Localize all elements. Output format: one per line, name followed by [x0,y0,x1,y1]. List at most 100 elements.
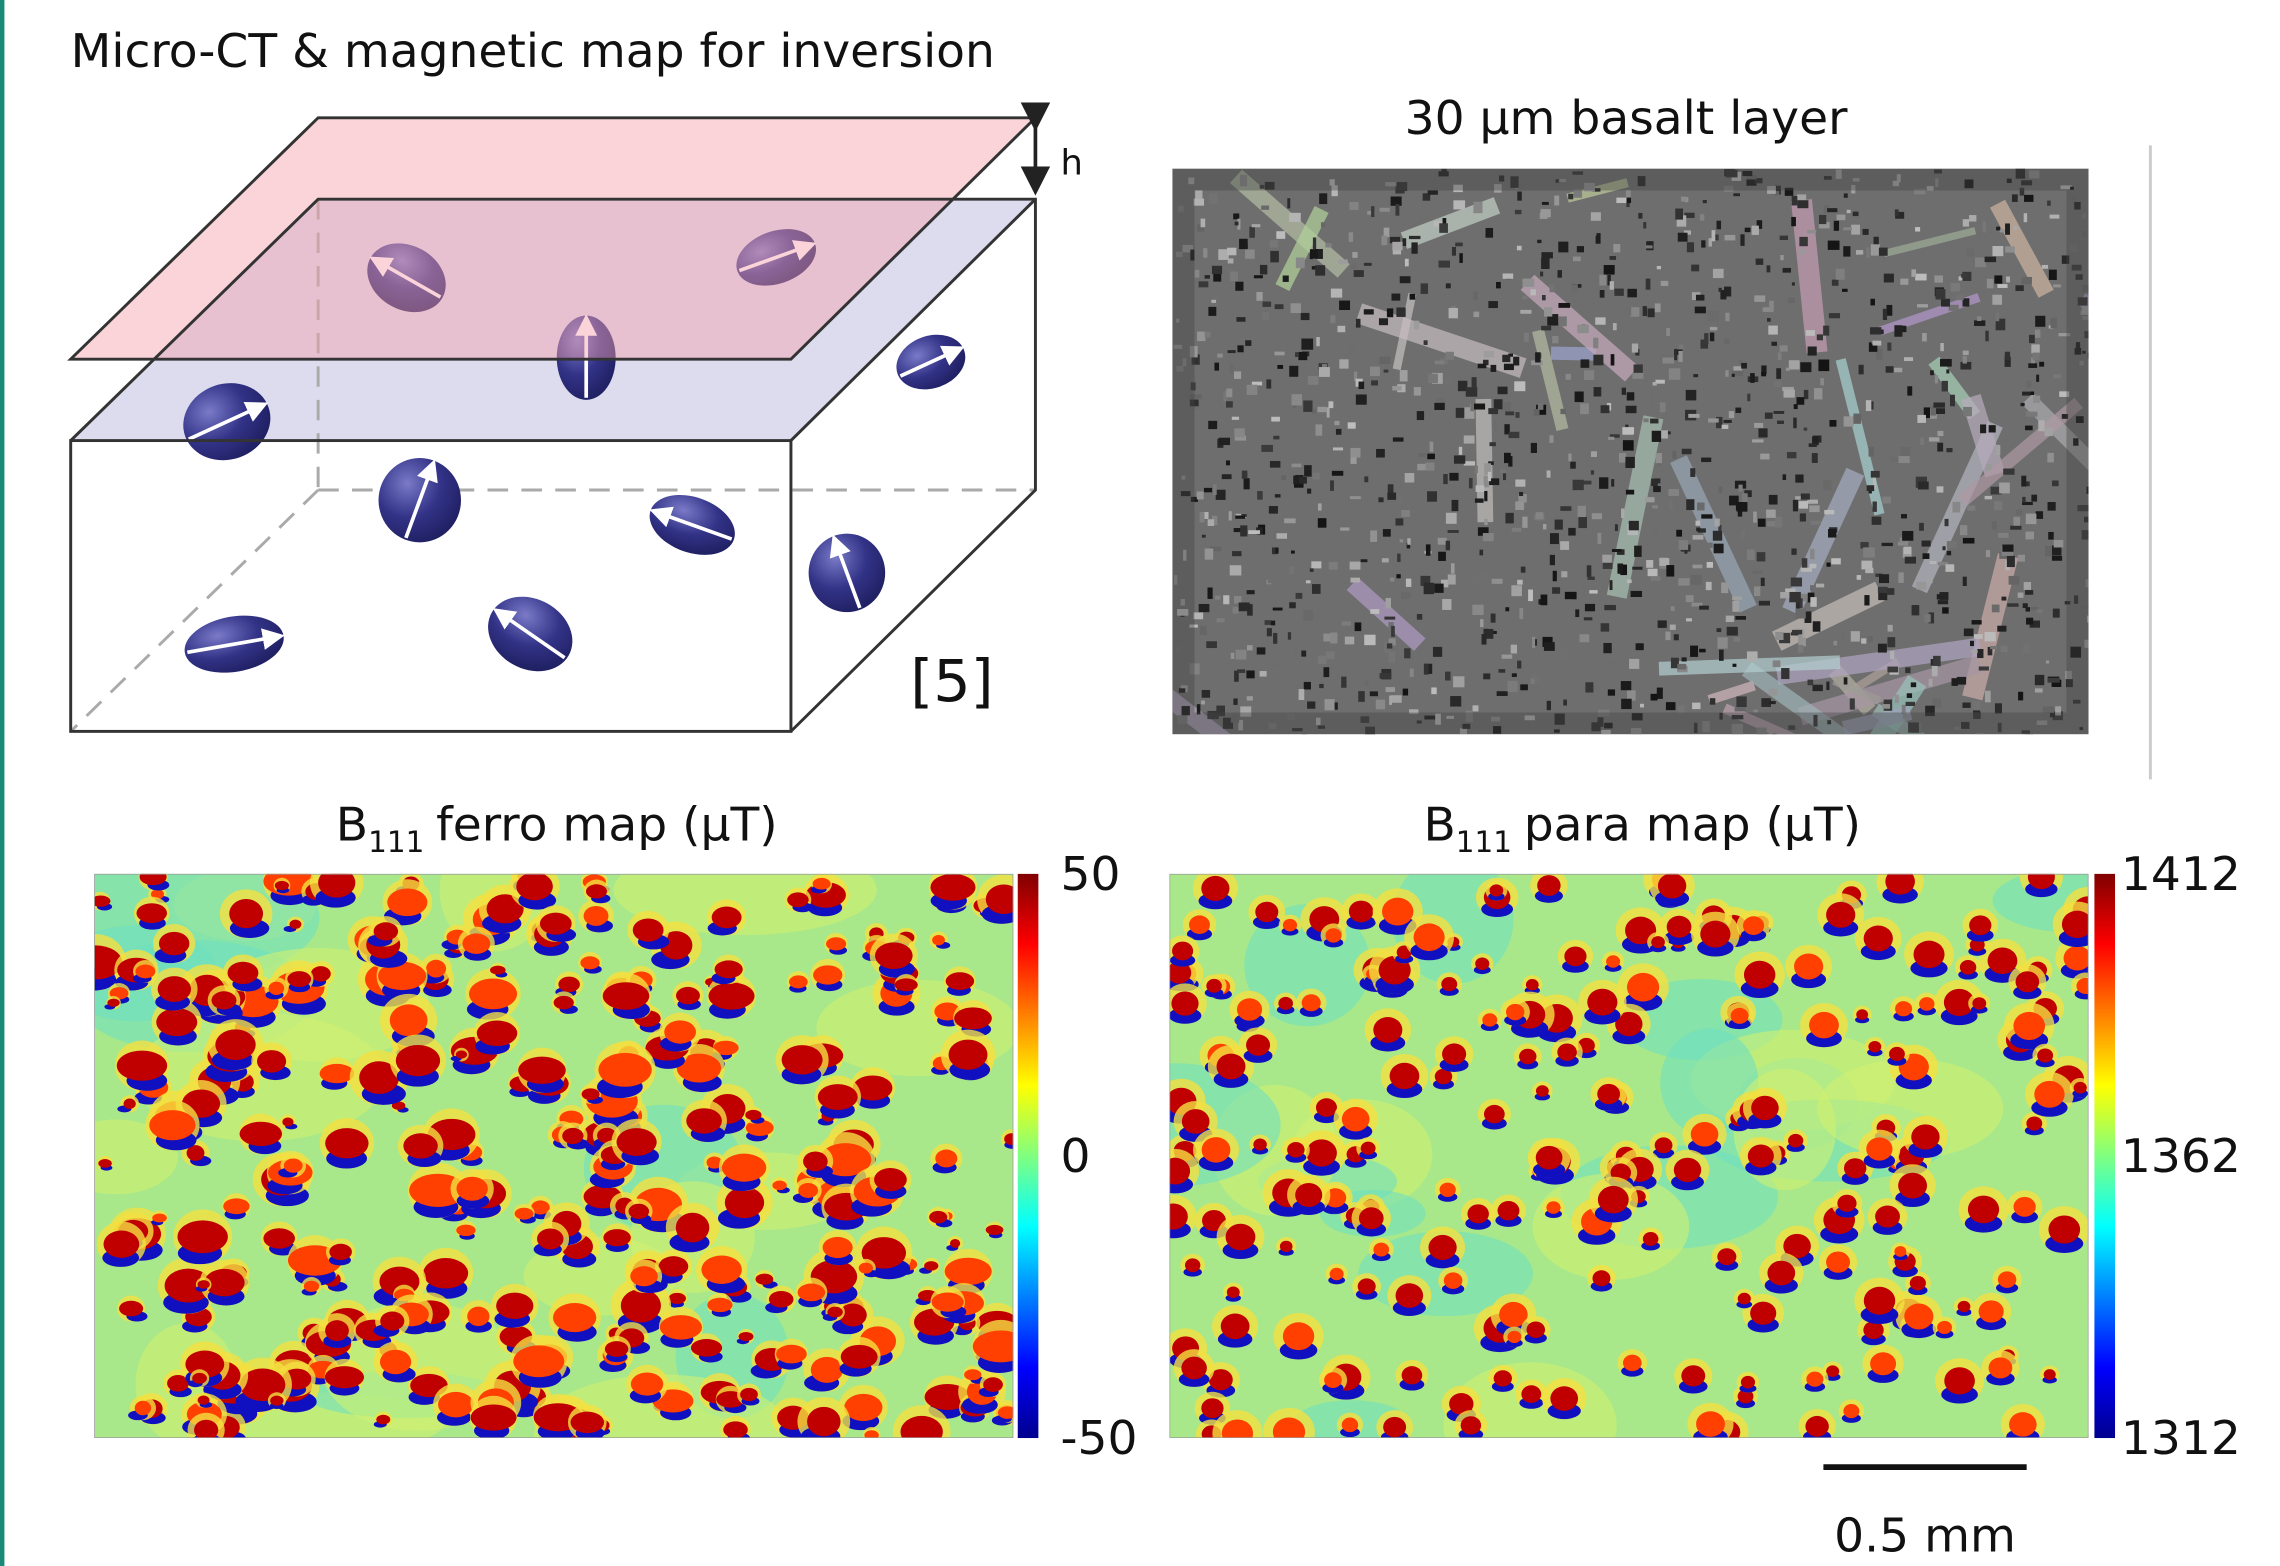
grain [1335,428,1342,435]
dipole-positive [186,1145,205,1161]
grain [1668,489,1680,496]
grain [1708,238,1712,247]
grain [1887,624,1893,632]
grain [1678,350,1683,362]
grain [1591,188,1601,192]
grain [1799,249,1807,255]
dipole-positive [156,1008,198,1037]
grain [1447,530,1459,533]
grain [1767,185,1776,194]
grain [2035,511,2044,519]
grain [2020,402,2025,407]
grain [1489,442,1496,447]
grain [1793,417,1797,429]
colorbar-tick-label: 50 [1060,848,1120,902]
dipole-positive [745,1109,762,1121]
dipole-positive [1696,1411,1725,1437]
grain [1264,181,1275,190]
grain [1646,560,1654,568]
dipole-positive [319,1063,355,1084]
dipole-positive [932,934,945,946]
grain [1692,564,1703,569]
grain [1595,233,1601,244]
grain [1796,194,1807,206]
dipole-positive [98,1159,112,1168]
grain [1473,311,1480,318]
grain [2070,646,2082,658]
grain [2051,555,2063,561]
grain [1211,299,1217,303]
dipole-positive [1597,1185,1629,1214]
dipole-positive [1189,915,1210,934]
grain [1416,614,1423,620]
grain [1803,389,1809,400]
grain [1917,414,1926,423]
grain [1317,503,1322,511]
height-label: h [1060,143,1082,184]
grain [1401,510,1410,517]
grain [1325,651,1335,660]
grain [1621,698,1632,710]
grain [1445,671,1451,681]
grain [1386,643,1393,649]
grain [1319,683,1324,689]
grain [1208,306,1217,316]
grain [1877,586,1888,593]
grain [1438,551,1446,561]
dipole-positive [1505,1003,1525,1021]
grain [1977,316,1982,321]
grain [1631,713,1643,721]
dipole-positive [462,933,491,954]
grain [1897,541,1909,546]
grain [1942,546,1946,551]
moment-arrow [829,534,862,609]
grain [1804,611,1812,623]
grain [1530,442,1537,453]
grain [1726,169,1738,178]
dipole-positive [139,873,167,886]
grain [1677,232,1688,242]
dipole-positive [894,978,918,992]
grain [1829,420,1837,427]
grain [1795,608,1806,619]
dipole-positive [325,1128,369,1159]
dipole-positive [514,1207,534,1220]
grain [1937,561,1949,566]
grain [1971,587,1981,593]
crystal [1550,346,1596,361]
grain [1424,715,1436,720]
crystal [1707,680,1756,705]
grain [1177,205,1184,212]
grain [1235,515,1246,519]
grain [1818,222,1830,229]
crystal [1741,661,1909,735]
dipole-positive [1843,1158,1867,1179]
grain [1870,401,1874,410]
grain [1621,508,1625,518]
grain [1214,362,1220,371]
grain [1908,722,1919,733]
grain [1473,201,1483,214]
grain [2061,414,2069,419]
grain [1950,282,1961,292]
grain [1379,207,1390,212]
dipole-positive [164,1268,212,1303]
grain [1234,371,1242,379]
grain [1876,348,1883,360]
grain [1575,609,1580,618]
grain [1814,388,1823,400]
grain [1234,670,1239,682]
grain [1862,228,1869,235]
grain [1606,660,1614,664]
dipole-positive [664,1020,696,1044]
dipole-positive [456,1224,476,1236]
grain [1831,558,1841,565]
grain [1473,291,1479,301]
dipole-positive [158,931,190,956]
grain [2042,706,2055,713]
grain [1673,634,1679,641]
grain [1758,600,1770,606]
dipole-positive [2034,1080,2065,1108]
grain [1627,690,1636,701]
dipole-positive [469,978,518,1010]
